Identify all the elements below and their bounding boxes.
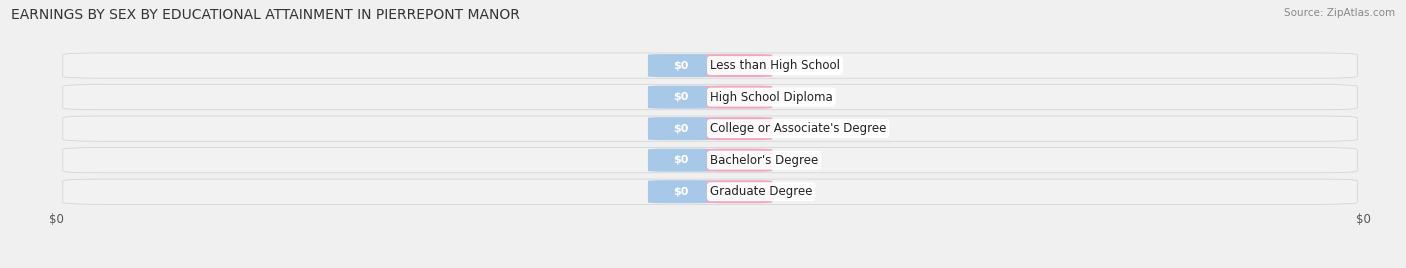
Text: Graduate Degree: Graduate Degree [710,185,813,198]
Text: $0: $0 [731,61,747,70]
FancyBboxPatch shape [648,180,713,203]
Text: College or Associate's Degree: College or Associate's Degree [710,122,886,135]
FancyBboxPatch shape [648,85,713,109]
Text: EARNINGS BY SEX BY EDUCATIONAL ATTAINMENT IN PIERREPONT MANOR: EARNINGS BY SEX BY EDUCATIONAL ATTAINMEN… [11,8,520,22]
Text: $0: $0 [673,187,689,197]
FancyBboxPatch shape [648,117,713,140]
Legend: Male, Female: Male, Female [651,264,769,268]
FancyBboxPatch shape [707,149,772,172]
Text: $0: $0 [731,92,747,102]
Text: $0: $0 [673,124,689,134]
Text: Source: ZipAtlas.com: Source: ZipAtlas.com [1284,8,1395,18]
FancyBboxPatch shape [648,149,713,172]
FancyBboxPatch shape [63,116,1357,141]
Text: $0: $0 [731,155,747,165]
FancyBboxPatch shape [707,85,772,109]
FancyBboxPatch shape [63,84,1357,110]
Text: High School Diploma: High School Diploma [710,91,832,104]
FancyBboxPatch shape [63,53,1357,78]
Text: $0: $0 [731,124,747,134]
FancyBboxPatch shape [707,54,772,77]
FancyBboxPatch shape [63,179,1357,204]
Text: $0: $0 [673,61,689,70]
FancyBboxPatch shape [648,54,713,77]
FancyBboxPatch shape [707,117,772,140]
Text: Less than High School: Less than High School [710,59,839,72]
Text: $0: $0 [673,155,689,165]
FancyBboxPatch shape [707,180,772,203]
Text: $0: $0 [731,187,747,197]
FancyBboxPatch shape [63,148,1357,173]
Text: $0: $0 [673,92,689,102]
Text: Bachelor's Degree: Bachelor's Degree [710,154,818,167]
